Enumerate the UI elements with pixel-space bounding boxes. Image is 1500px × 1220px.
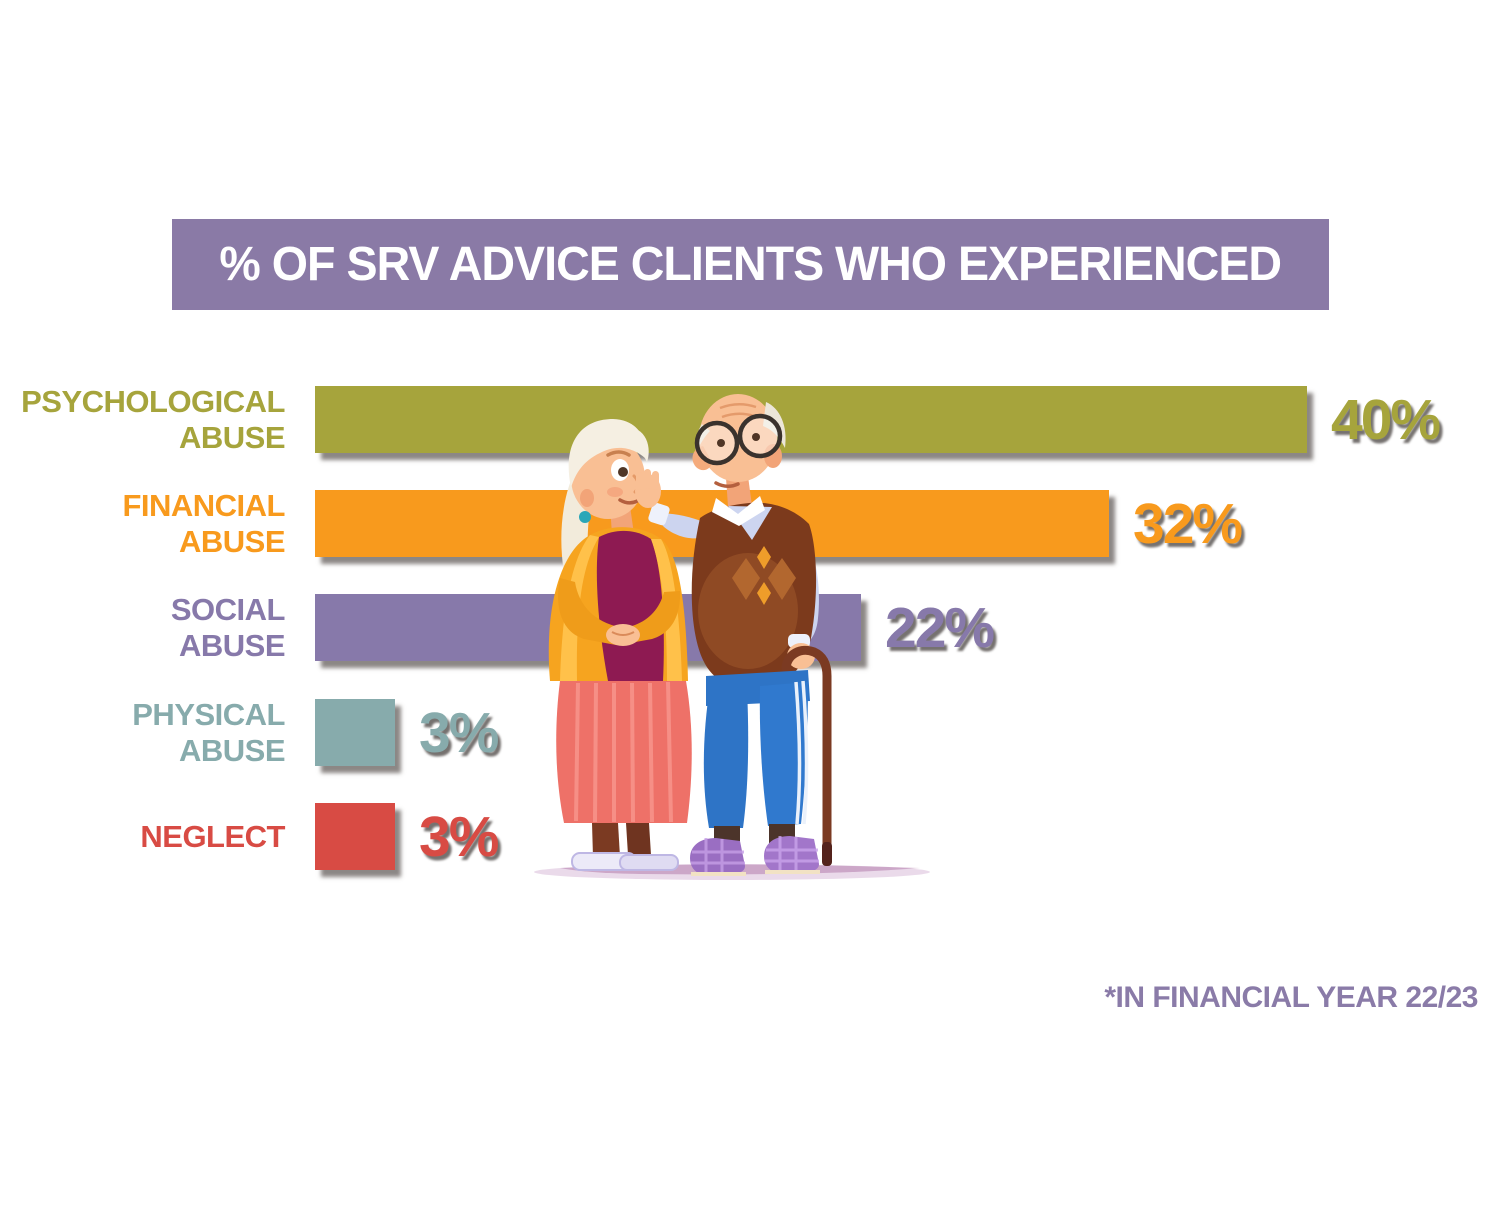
- value-label: 3%: [419, 804, 499, 869]
- category-label: PHYSICAL ABUSE: [0, 697, 285, 769]
- category-label: PSYCHOLOGICAL ABUSE: [0, 384, 285, 456]
- argyle-pattern: [732, 546, 796, 605]
- chart-row-neglect: NEGLECT 3%: [0, 803, 499, 870]
- value-label: 3%: [419, 700, 499, 765]
- slippers: [690, 836, 820, 876]
- value-label: 32%: [1133, 491, 1243, 556]
- earring: [579, 511, 591, 523]
- title-banner: % OF SRV ADVICE CLIENTS WHO EXPERIENCED: [172, 219, 1329, 310]
- bar: [315, 386, 1307, 453]
- bar: [315, 699, 395, 766]
- footnote: *IN FINANCIAL YEAR 22/23: [1104, 981, 1478, 1014]
- value-label: 22%: [885, 595, 995, 660]
- page-title: % OF SRV ADVICE CLIENTS WHO EXPERIENCED: [219, 238, 1283, 291]
- category-label: NEGLECT: [0, 819, 285, 855]
- category-label-line: SOCIAL: [170, 591, 286, 627]
- category-label-line: PSYCHOLOGICAL: [21, 383, 285, 419]
- category-label-line: PHYSICAL: [132, 696, 285, 732]
- chart-row-psychological-abuse: PSYCHOLOGICAL ABUSE 40%: [0, 384, 1441, 456]
- category-label-line: ABUSE: [178, 419, 286, 455]
- chart-row-financial-abuse: FINANCIAL ABUSE 32%: [0, 488, 1243, 560]
- category-label-line: ABUSE: [178, 732, 286, 768]
- category-label: SOCIAL ABUSE: [0, 591, 286, 664]
- category-label-line: ABUSE: [178, 523, 286, 559]
- bar: [315, 803, 395, 870]
- woman-figure: [548, 419, 692, 871]
- glasses: [694, 413, 783, 466]
- category-label: FINANCIAL ABUSE: [0, 488, 285, 560]
- value-label: 40%: [1331, 387, 1441, 452]
- category-label-line: ABUSE: [178, 627, 286, 663]
- category-label-line: NEGLECT: [140, 818, 285, 854]
- cane: [781, 645, 832, 866]
- man-figure: [635, 394, 832, 876]
- elderly-couple-illustration: [534, 394, 930, 880]
- category-label-line: FINANCIAL: [122, 487, 285, 523]
- chart-row-physical-abuse: PHYSICAL ABUSE 3%: [0, 697, 499, 769]
- raised-hand: [635, 469, 661, 508]
